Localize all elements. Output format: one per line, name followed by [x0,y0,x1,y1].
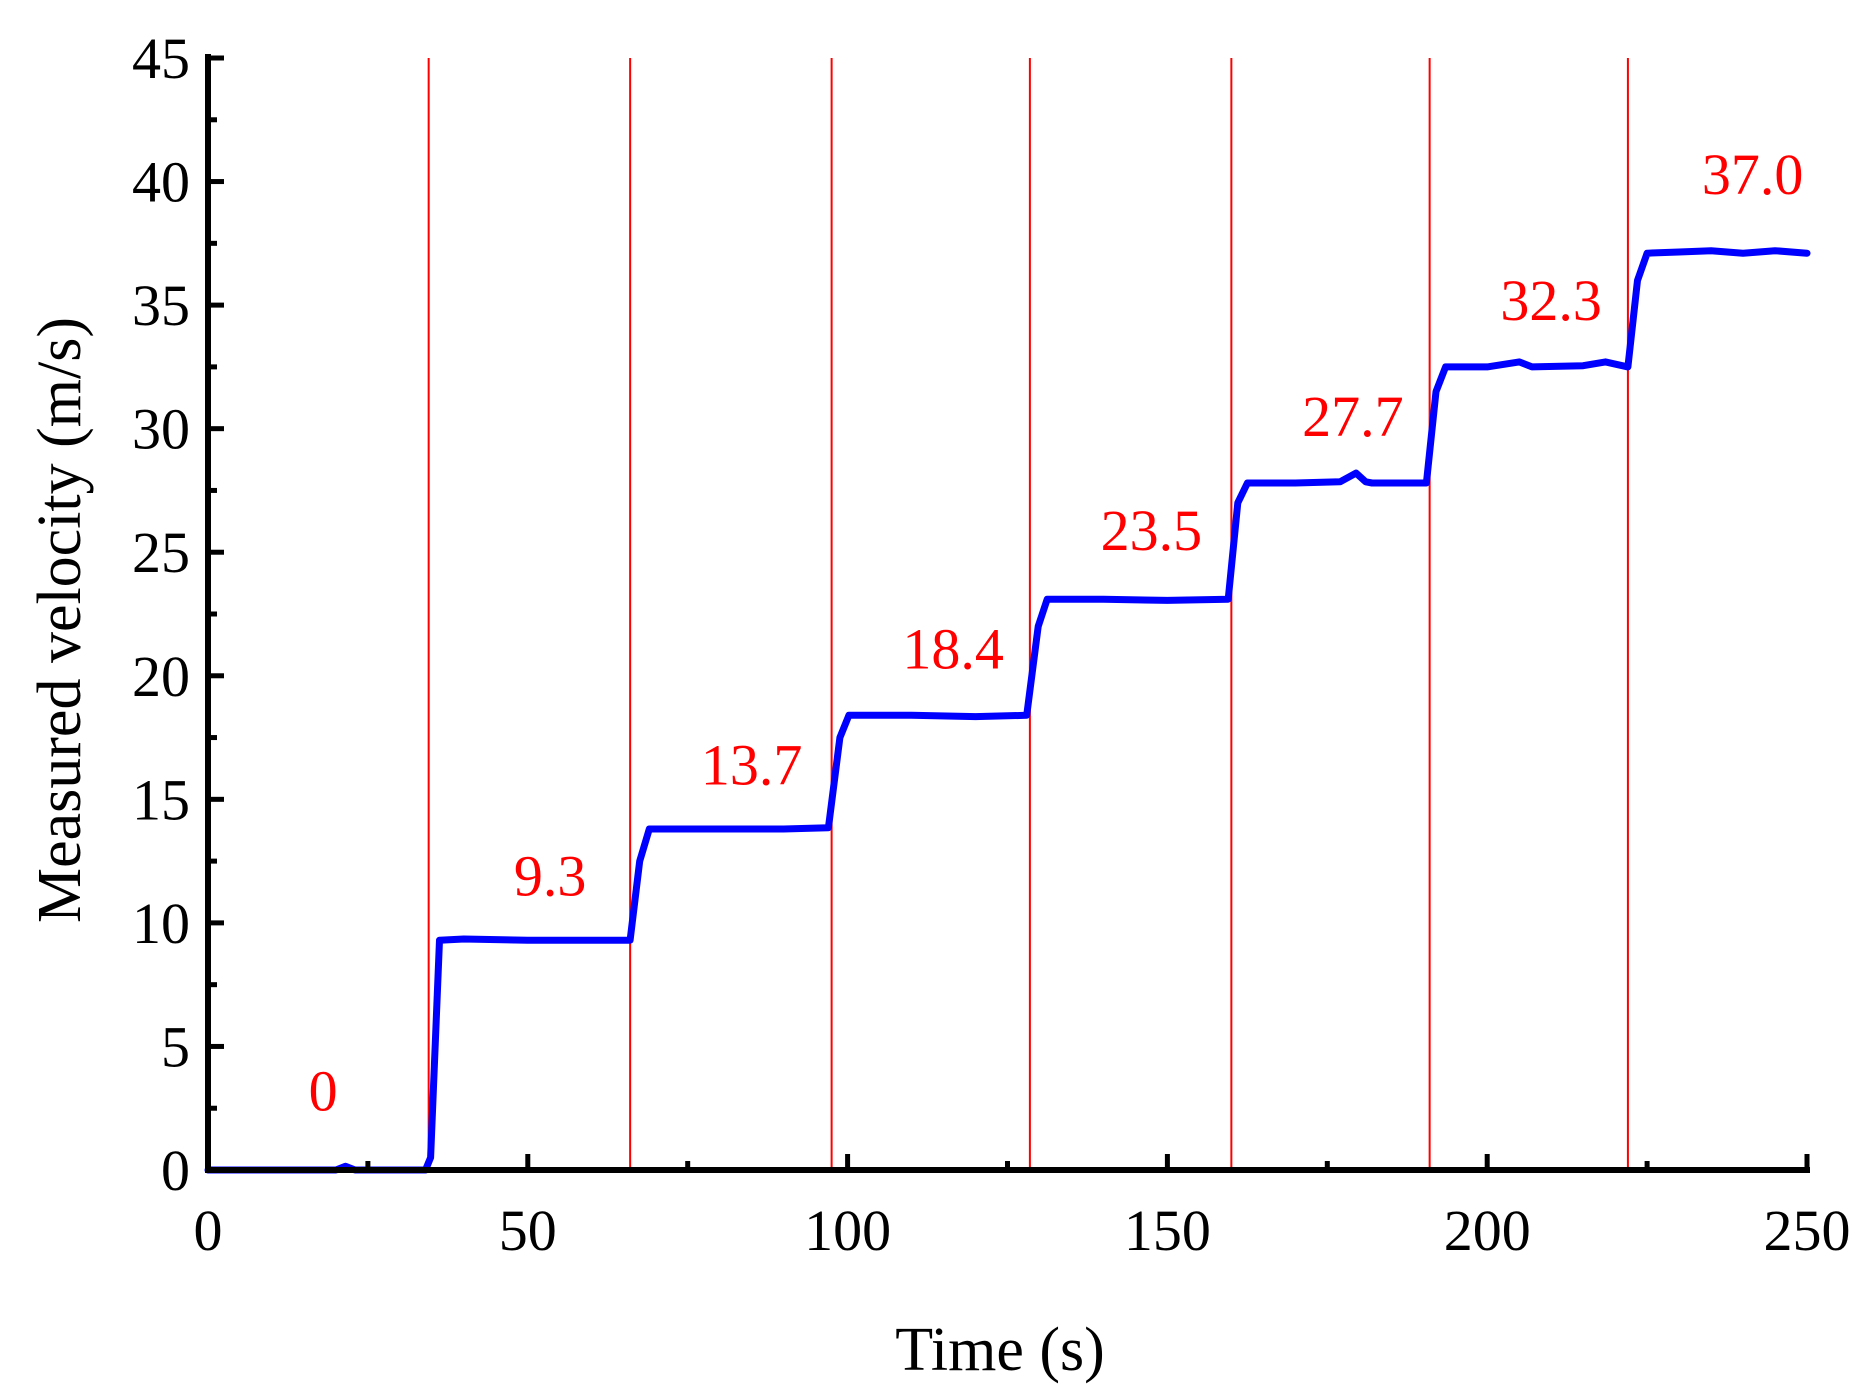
step-annotation-1: 0 [309,1059,338,1124]
y-tick-label-15: 15 [132,767,190,832]
x-tick-label-200: 200 [1444,1198,1531,1263]
x-axis-label: Time (s) [895,1316,1105,1384]
y-tick-label-30: 30 [132,397,190,462]
step-annotation-8: 37.0 [1702,142,1804,207]
y-tick-label-35: 35 [132,273,190,338]
step-marker-lines [427,58,1629,1170]
step-annotation-6: 27.7 [1302,384,1404,449]
x-tick-label-50: 50 [499,1198,557,1263]
x-tick-label-0: 0 [194,1198,223,1263]
y-axis-label: Measured velocity (m/s) [26,317,94,923]
y-tick-label-10: 10 [132,891,190,956]
y-tick-label-40: 40 [132,150,190,215]
velocity-series-line [204,247,1811,1174]
y-tick-label-20: 20 [132,644,190,709]
y-tick-label-0: 0 [161,1138,190,1203]
y-tick-label-25: 25 [132,520,190,585]
step-annotation-2: 9.3 [514,844,587,909]
axes: 0 5 10 15 20 25 30 35 40 45 0 50 100 150 200 250 [132,26,1851,1263]
x-tick-label-150: 150 [1124,1198,1211,1263]
x-tick-label-250: 250 [1764,1198,1851,1263]
step-annotations: 0 9.3 13.7 18.4 23.5 27.7 32.3 37.0 [309,142,1804,1124]
y-tick-label-5: 5 [161,1014,190,1079]
y-tick-label-45: 45 [132,26,190,91]
step-annotation-3: 13.7 [701,733,803,798]
step-annotation-7: 32.3 [1500,268,1602,333]
step-annotation-5: 23.5 [1101,498,1203,563]
step-annotation-4: 18.4 [902,616,1004,681]
x-tick-label-100: 100 [804,1198,891,1263]
